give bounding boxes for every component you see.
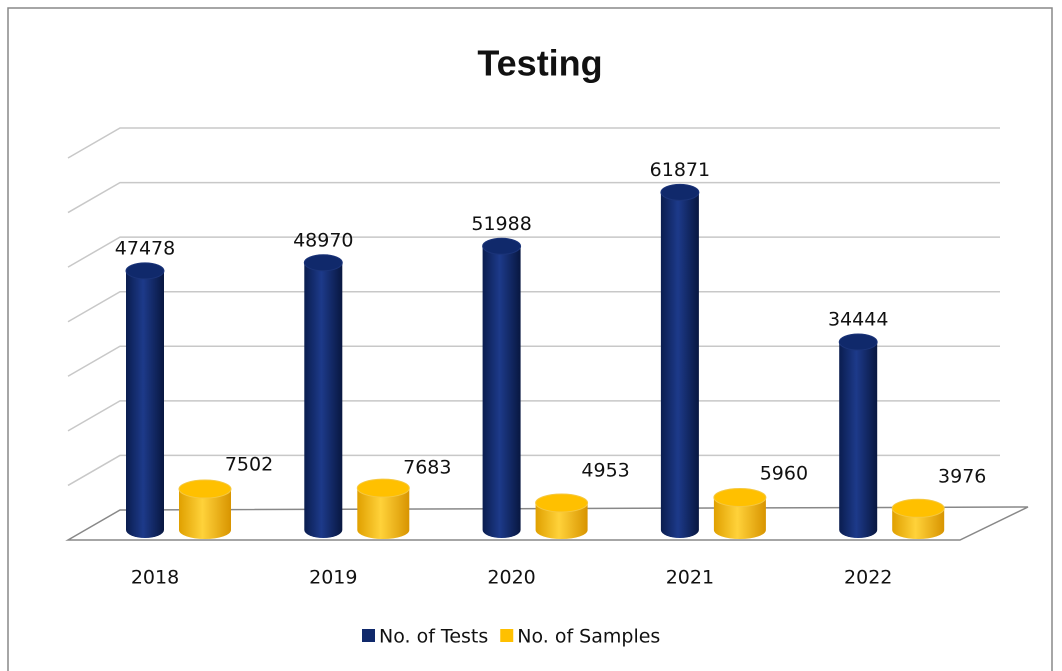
x-tick-label: 2019 [309,567,357,589]
legend-label: No. of Tests [379,626,488,648]
bar [304,262,343,538]
data-label: 3976 [938,466,986,488]
bar [839,342,878,538]
data-label: 7502 [225,454,273,476]
chart-title: Testing [477,43,602,84]
bar-top [891,498,945,518]
bar-top [303,254,343,272]
chart-border [7,7,1053,671]
bar [713,497,766,539]
bar-top [535,493,589,513]
data-label: 7683 [403,457,451,479]
x-tick-label: 2018 [131,567,179,589]
bar [482,246,521,538]
legend-swatch [362,629,375,642]
bar-top [482,237,522,255]
data-label: 4953 [581,460,629,482]
bar [357,488,410,539]
legend-label: No. of Samples [517,626,660,648]
x-tick-label: 2020 [487,567,535,589]
bar-top [660,183,700,201]
bar [535,502,588,539]
grid-line [67,400,1000,432]
bar [126,270,164,538]
grid-line [67,181,1000,214]
data-label: 51988 [471,213,531,235]
data-label: 5960 [760,463,808,485]
grid-line [67,290,1000,323]
grid-line [67,345,1000,377]
bar-top [356,478,410,498]
bar [660,192,699,538]
bar [179,489,231,539]
x-tick-label: 2022 [844,567,892,589]
data-label: 48970 [293,229,353,251]
bar-top [178,479,232,499]
bar-top [125,262,165,280]
bar-top [713,487,767,507]
grid-line [67,236,1000,268]
grid-line [67,454,1000,487]
grid-line [67,127,1000,159]
x-tick-label: 2021 [666,567,714,589]
legend-swatch [500,629,514,642]
data-label: 34444 [828,309,888,331]
bar-top [838,333,878,351]
data-label: 47478 [115,237,175,259]
data-label: 61871 [650,159,710,181]
